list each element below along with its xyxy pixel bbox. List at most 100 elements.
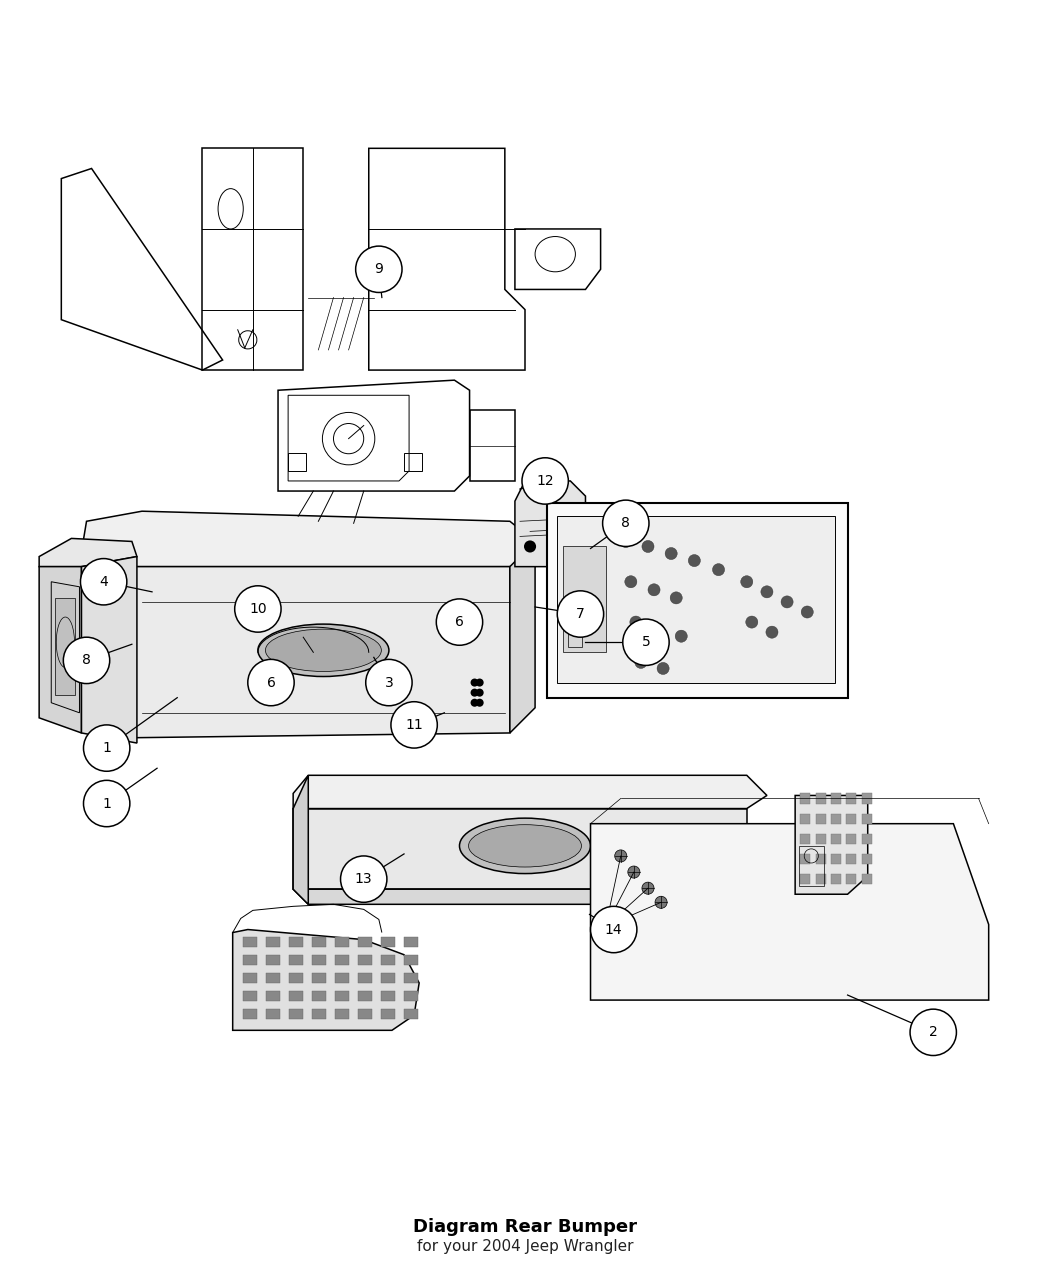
Ellipse shape: [460, 819, 590, 873]
Polygon shape: [293, 889, 766, 904]
Circle shape: [628, 866, 639, 878]
Bar: [800, 875, 811, 884]
Circle shape: [623, 620, 669, 666]
Bar: [568, 607, 583, 648]
Bar: [800, 793, 811, 803]
Circle shape: [781, 595, 793, 608]
Circle shape: [630, 616, 642, 629]
Circle shape: [910, 1009, 957, 1056]
Circle shape: [470, 688, 479, 696]
Bar: [799, 845, 824, 886]
Circle shape: [235, 585, 281, 632]
Bar: [404, 973, 418, 983]
Bar: [335, 1009, 349, 1019]
Circle shape: [522, 458, 568, 504]
Circle shape: [648, 584, 660, 595]
Circle shape: [391, 701, 437, 748]
Polygon shape: [233, 929, 419, 1030]
Ellipse shape: [258, 623, 388, 677]
Circle shape: [746, 616, 758, 629]
Bar: [404, 991, 418, 1001]
Bar: [358, 991, 372, 1001]
Bar: [243, 937, 257, 946]
Bar: [335, 955, 349, 965]
Text: 5: 5: [642, 635, 650, 649]
Bar: [243, 991, 257, 1001]
Bar: [358, 1009, 372, 1019]
Circle shape: [117, 580, 127, 590]
Text: for your 2004 Jeep Wrangler: for your 2004 Jeep Wrangler: [417, 1239, 633, 1255]
Bar: [800, 854, 811, 864]
Text: 1: 1: [102, 741, 111, 755]
Ellipse shape: [266, 629, 381, 672]
Circle shape: [665, 547, 677, 560]
Bar: [381, 955, 395, 965]
Bar: [358, 955, 372, 965]
Bar: [816, 813, 825, 824]
Circle shape: [558, 590, 604, 638]
Polygon shape: [51, 581, 80, 713]
Bar: [862, 875, 872, 884]
Polygon shape: [111, 566, 510, 738]
Bar: [381, 1009, 395, 1019]
Circle shape: [81, 558, 127, 604]
Bar: [800, 813, 811, 824]
Polygon shape: [293, 808, 747, 889]
Bar: [335, 973, 349, 983]
Bar: [862, 834, 872, 844]
Bar: [846, 813, 857, 824]
Bar: [358, 937, 372, 946]
Bar: [243, 973, 257, 983]
Bar: [312, 991, 326, 1001]
Circle shape: [84, 725, 130, 771]
Polygon shape: [795, 796, 867, 894]
Bar: [421, 623, 441, 644]
Bar: [312, 955, 326, 965]
Circle shape: [620, 536, 632, 547]
Bar: [266, 991, 280, 1001]
Bar: [831, 834, 841, 844]
Bar: [862, 854, 872, 864]
Circle shape: [365, 659, 412, 706]
Text: 6: 6: [455, 615, 464, 629]
Circle shape: [657, 663, 669, 674]
Bar: [424, 658, 444, 677]
Circle shape: [476, 699, 484, 706]
Circle shape: [689, 555, 700, 566]
Polygon shape: [82, 557, 136, 743]
Polygon shape: [82, 511, 536, 566]
Bar: [243, 955, 257, 965]
Circle shape: [476, 688, 484, 696]
Polygon shape: [39, 566, 82, 733]
Polygon shape: [590, 824, 989, 1000]
Bar: [289, 955, 303, 965]
Circle shape: [248, 659, 294, 706]
Bar: [289, 973, 303, 983]
Bar: [335, 991, 349, 1001]
Bar: [429, 595, 447, 608]
Bar: [288, 453, 307, 470]
Circle shape: [635, 657, 647, 668]
Circle shape: [761, 585, 773, 598]
Bar: [862, 813, 872, 824]
Bar: [312, 973, 326, 983]
Bar: [243, 1009, 257, 1019]
Bar: [846, 875, 857, 884]
Circle shape: [470, 678, 479, 687]
Polygon shape: [82, 552, 111, 738]
Circle shape: [560, 546, 571, 557]
Polygon shape: [293, 775, 309, 904]
Circle shape: [801, 606, 814, 618]
Circle shape: [765, 626, 778, 639]
Text: 13: 13: [355, 872, 373, 886]
Circle shape: [356, 246, 402, 292]
Circle shape: [675, 630, 688, 643]
Text: 6: 6: [267, 676, 275, 690]
Bar: [831, 854, 841, 864]
Text: 8: 8: [622, 516, 630, 530]
Text: 14: 14: [605, 923, 623, 937]
Text: Diagram Rear Bumper: Diagram Rear Bumper: [413, 1218, 637, 1235]
Bar: [404, 937, 418, 946]
Circle shape: [524, 541, 537, 552]
Bar: [831, 793, 841, 803]
